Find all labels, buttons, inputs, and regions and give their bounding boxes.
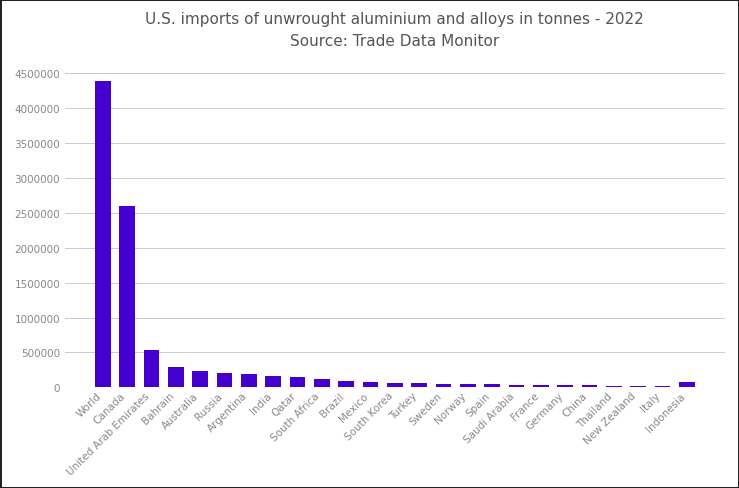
- Bar: [217, 373, 232, 387]
- Bar: [508, 385, 525, 387]
- Title: U.S. imports of unwrought aluminium and alloys in tonnes - 2022
Source: Trade Da: U.S. imports of unwrought aluminium and …: [146, 12, 644, 49]
- Bar: [290, 378, 305, 387]
- Bar: [95, 81, 111, 387]
- Bar: [143, 350, 160, 387]
- Bar: [192, 371, 208, 387]
- Bar: [533, 385, 548, 387]
- Bar: [606, 386, 621, 387]
- Bar: [387, 383, 403, 387]
- Bar: [557, 386, 573, 387]
- Bar: [363, 383, 378, 387]
- Bar: [314, 379, 330, 387]
- Bar: [241, 374, 256, 387]
- Bar: [119, 206, 135, 387]
- Bar: [460, 384, 476, 387]
- Bar: [679, 383, 695, 387]
- Bar: [338, 381, 354, 387]
- Bar: [484, 385, 500, 387]
- Bar: [630, 386, 646, 387]
- Bar: [655, 386, 670, 387]
- Bar: [168, 367, 184, 387]
- Bar: [582, 386, 597, 387]
- Bar: [411, 384, 427, 387]
- Bar: [435, 384, 452, 387]
- Bar: [265, 376, 281, 387]
